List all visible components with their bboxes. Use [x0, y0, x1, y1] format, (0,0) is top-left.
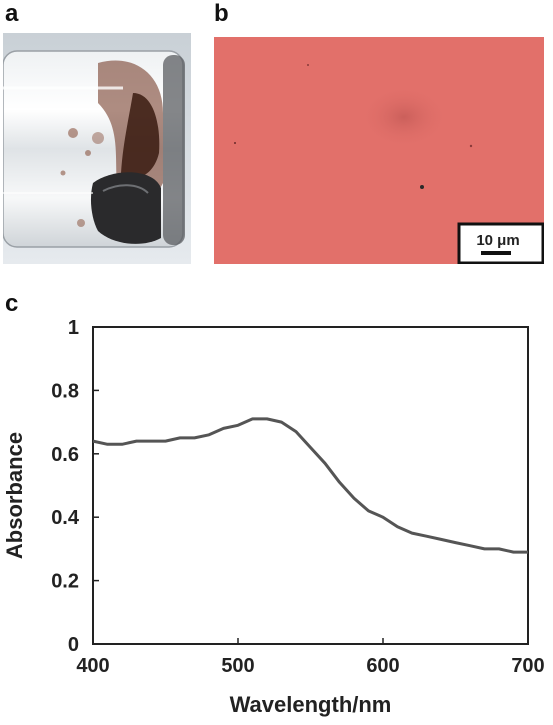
- y-tick-label: 0.4: [51, 507, 80, 529]
- scale-bar-label: 10 μm: [476, 232, 519, 249]
- tube-photo-drawing: [3, 33, 191, 264]
- x-tick-label: 600: [366, 655, 399, 677]
- x-axis-label: Wavelength/nm: [230, 692, 392, 717]
- micrograph: 10 μm: [214, 37, 544, 264]
- tick-labels: 400 500 600 700 0 0.2 0.4 0.6 0.8 1: [51, 317, 545, 677]
- absorbance-chart: 400 500 600 700 0 0.2 0.4 0.6 0.8 1 Wavelength/nm…: [0, 300, 553, 725]
- micrograph-drawing: 10 μm: [214, 37, 544, 264]
- scale-bar: [481, 251, 511, 255]
- y-tick-label: 0.2: [51, 571, 79, 593]
- y-tick-label: 0: [68, 634, 79, 656]
- absorbance-series-line: [93, 419, 528, 552]
- y-tick-label: 0.8: [51, 380, 79, 402]
- x-tick-label: 700: [511, 655, 544, 677]
- y-axis-label: Absorbance: [2, 432, 27, 559]
- ticks: [93, 327, 528, 644]
- panel-label-b: b: [214, 0, 229, 28]
- plot-frame: [93, 327, 528, 644]
- tube-photo: [3, 33, 191, 264]
- x-tick-label: 500: [221, 655, 254, 677]
- axes: [93, 327, 528, 644]
- y-tick-label: 0.6: [51, 444, 79, 466]
- y-tick-label: 1: [68, 317, 79, 339]
- x-tick-label: 400: [76, 655, 109, 677]
- panel-label-a: a: [5, 0, 18, 28]
